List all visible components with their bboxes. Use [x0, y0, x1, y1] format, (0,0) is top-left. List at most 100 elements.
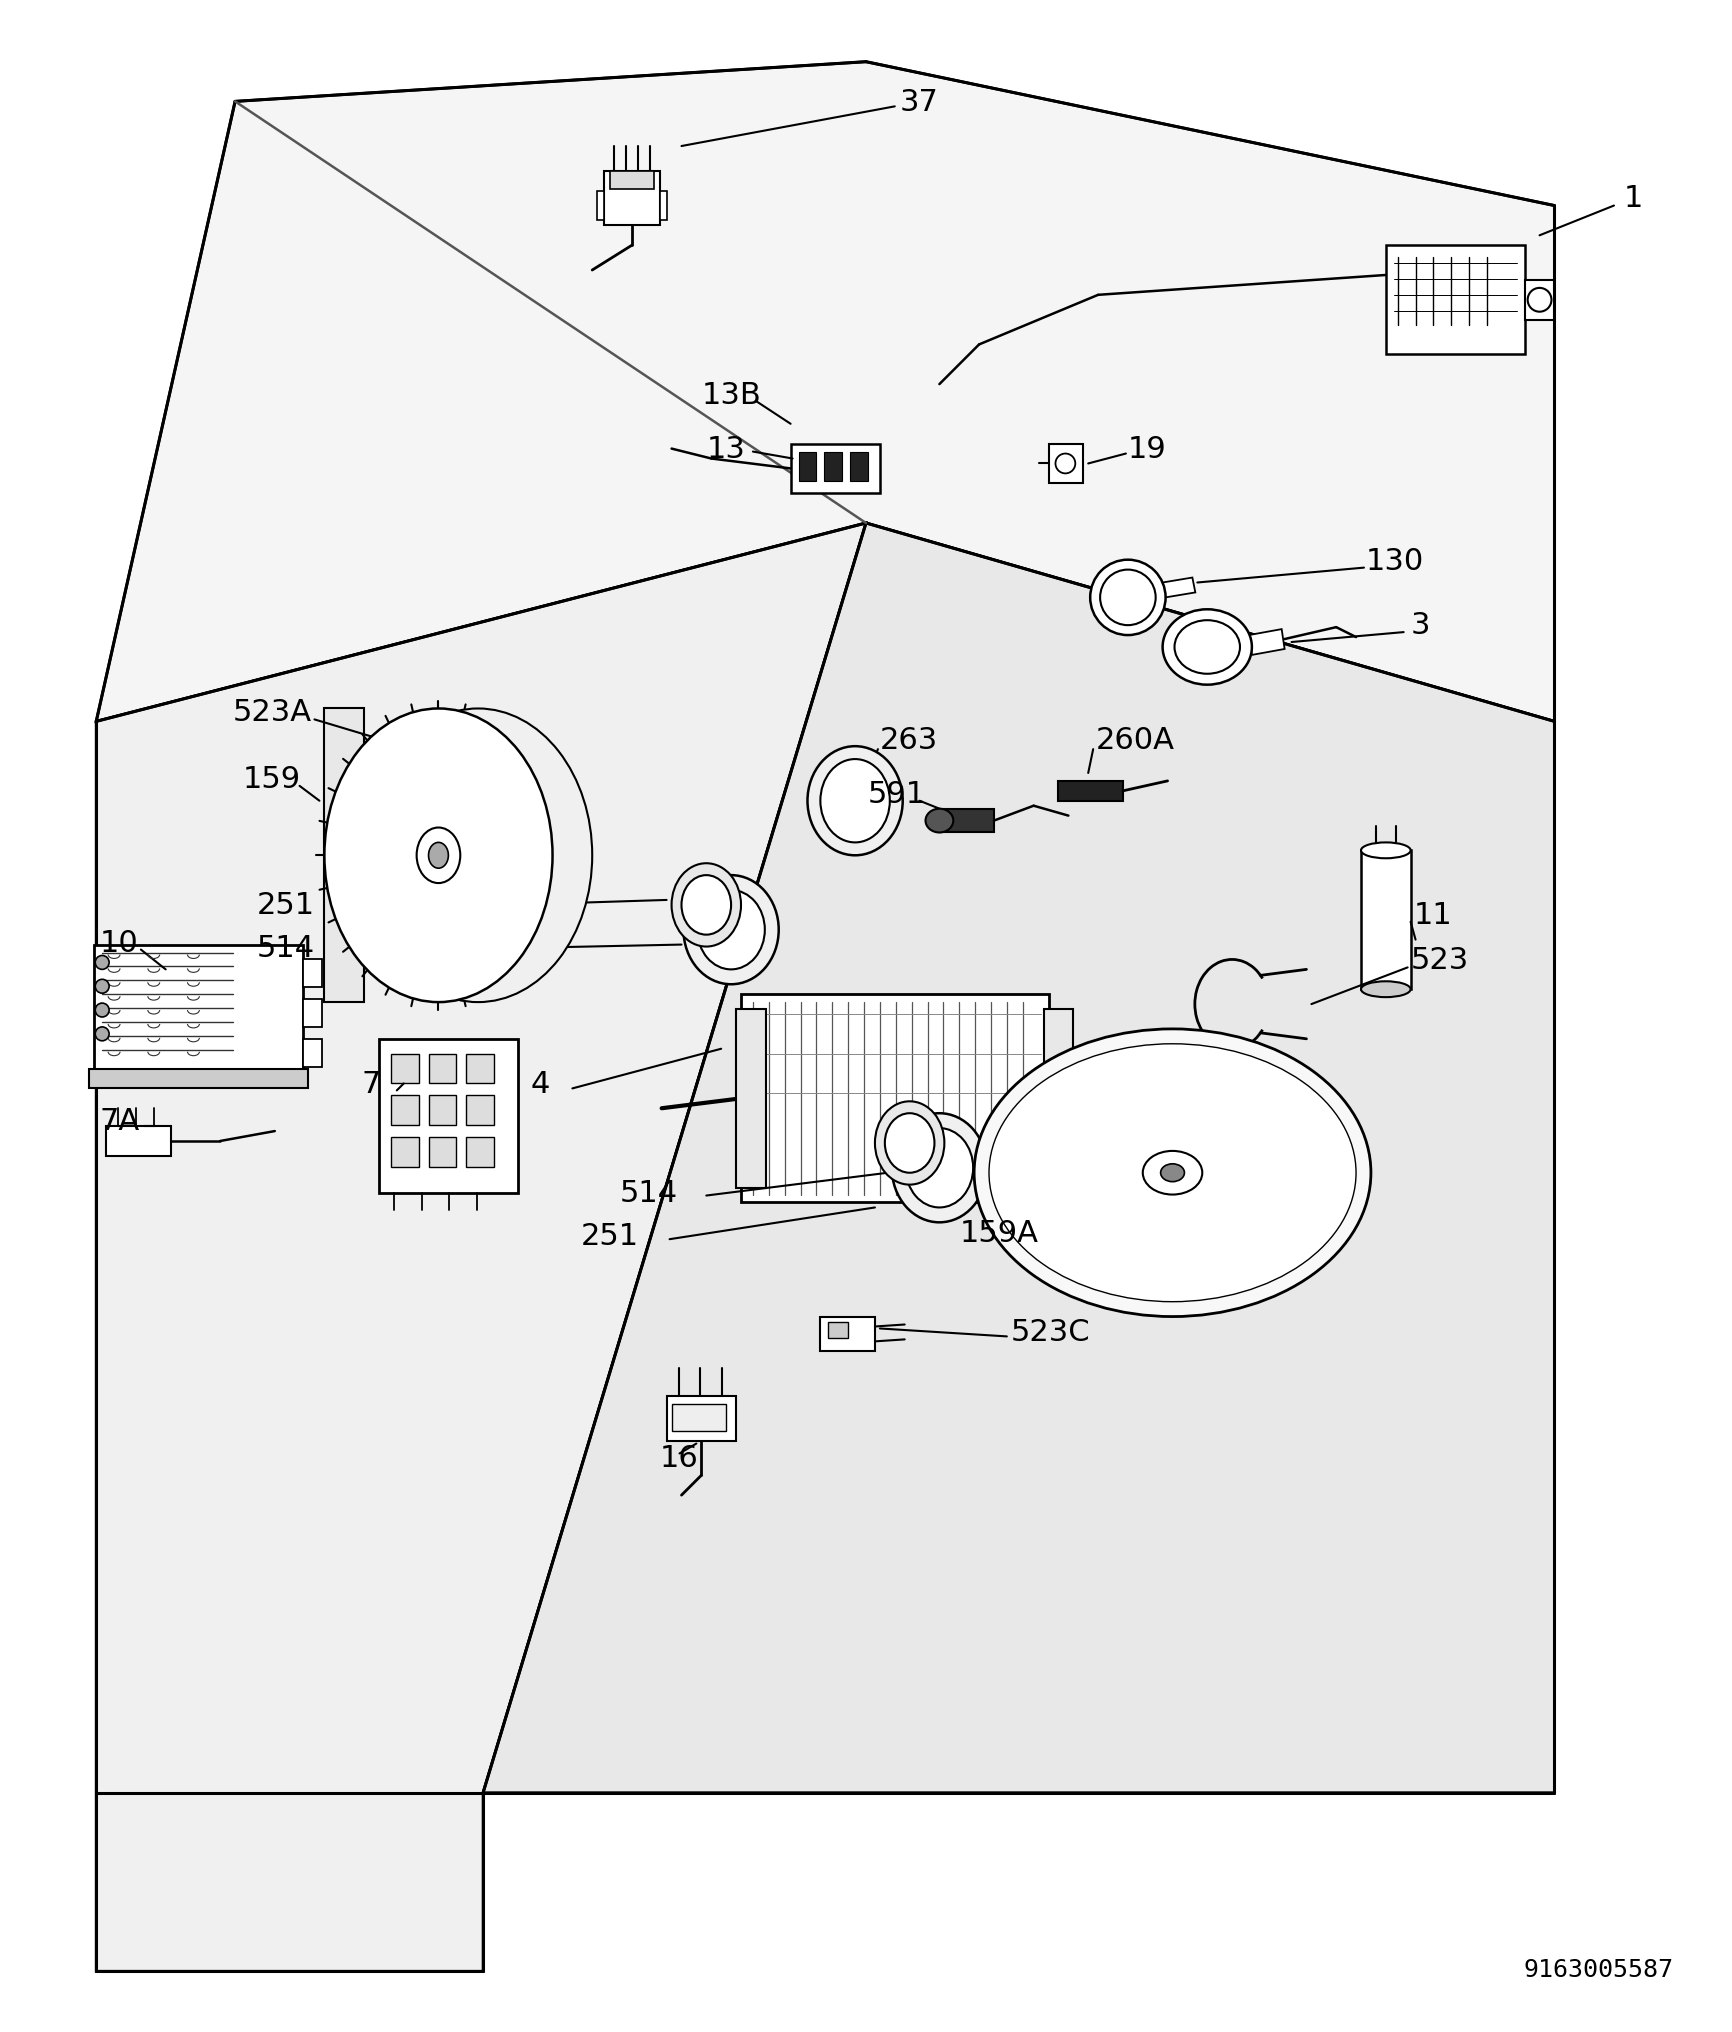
- Polygon shape: [1162, 579, 1195, 597]
- Text: 159: 159: [242, 764, 301, 795]
- Ellipse shape: [1528, 289, 1550, 313]
- Ellipse shape: [1055, 455, 1074, 473]
- Polygon shape: [1043, 1010, 1072, 1189]
- Ellipse shape: [1174, 622, 1240, 675]
- Ellipse shape: [428, 843, 449, 870]
- Bar: [466, 1138, 494, 1166]
- Polygon shape: [672, 1404, 726, 1431]
- Polygon shape: [379, 1038, 518, 1193]
- Text: 514: 514: [620, 1179, 677, 1207]
- Ellipse shape: [1100, 571, 1155, 626]
- Ellipse shape: [1360, 843, 1410, 860]
- Text: 16: 16: [660, 1443, 698, 1473]
- Ellipse shape: [973, 1030, 1370, 1317]
- Polygon shape: [939, 809, 994, 833]
- Bar: [303, 1000, 322, 1028]
- Ellipse shape: [682, 876, 778, 986]
- Ellipse shape: [95, 979, 109, 994]
- Text: 130: 130: [1365, 547, 1424, 575]
- Text: 13: 13: [707, 435, 745, 463]
- Text: 251: 251: [256, 890, 315, 920]
- Ellipse shape: [1162, 610, 1251, 685]
- Bar: [391, 1138, 419, 1166]
- Ellipse shape: [906, 1128, 973, 1207]
- Ellipse shape: [681, 876, 731, 935]
- Ellipse shape: [324, 709, 553, 1002]
- Text: 4: 4: [530, 1069, 549, 1099]
- Ellipse shape: [1141, 1152, 1202, 1195]
- Polygon shape: [324, 709, 364, 1002]
- Bar: [466, 1055, 494, 1083]
- Polygon shape: [604, 173, 660, 226]
- Bar: [1048, 445, 1082, 484]
- Text: 523C: 523C: [1010, 1317, 1089, 1347]
- Polygon shape: [1058, 782, 1122, 801]
- Ellipse shape: [875, 1101, 944, 1185]
- Text: 523: 523: [1410, 945, 1469, 975]
- Ellipse shape: [95, 1004, 109, 1018]
- Text: 514: 514: [256, 933, 315, 963]
- Ellipse shape: [807, 748, 902, 855]
- Bar: [850, 453, 868, 482]
- Polygon shape: [828, 1323, 847, 1339]
- Bar: [391, 1095, 419, 1126]
- Bar: [1386, 246, 1524, 356]
- Ellipse shape: [364, 709, 592, 1002]
- Ellipse shape: [95, 955, 109, 969]
- Ellipse shape: [1089, 561, 1166, 636]
- Ellipse shape: [819, 760, 889, 843]
- Text: 1: 1: [1623, 185, 1642, 213]
- Polygon shape: [97, 524, 866, 1971]
- Bar: [428, 1055, 456, 1083]
- Text: 263: 263: [880, 725, 937, 754]
- Ellipse shape: [892, 1114, 987, 1223]
- Polygon shape: [610, 173, 653, 189]
- Text: 11: 11: [1413, 900, 1451, 931]
- Text: 37: 37: [899, 87, 939, 116]
- Polygon shape: [1360, 851, 1410, 990]
- Bar: [667, 1396, 736, 1441]
- Text: 3: 3: [1410, 610, 1429, 640]
- Text: 9163005587: 9163005587: [1522, 1957, 1673, 1981]
- Text: 159A: 159A: [960, 1217, 1037, 1248]
- Ellipse shape: [925, 809, 953, 833]
- Polygon shape: [741, 996, 1048, 1203]
- Ellipse shape: [885, 1114, 934, 1172]
- Ellipse shape: [989, 1044, 1354, 1303]
- Polygon shape: [483, 524, 1554, 1792]
- Polygon shape: [1249, 630, 1283, 656]
- Bar: [428, 1138, 456, 1166]
- Bar: [466, 1095, 494, 1126]
- Bar: [428, 1095, 456, 1126]
- Text: 10: 10: [99, 929, 139, 957]
- Text: 19: 19: [1128, 435, 1166, 463]
- Bar: [303, 1038, 322, 1067]
- Bar: [391, 1055, 419, 1083]
- Bar: [106, 1126, 170, 1156]
- Text: 7A: 7A: [99, 1105, 139, 1136]
- Polygon shape: [660, 191, 667, 221]
- Text: 7: 7: [360, 1069, 381, 1099]
- Bar: [819, 1317, 875, 1351]
- Ellipse shape: [1360, 981, 1410, 998]
- Polygon shape: [736, 1010, 766, 1189]
- Bar: [824, 453, 842, 482]
- Text: 13B: 13B: [701, 380, 760, 408]
- Bar: [790, 445, 880, 494]
- Ellipse shape: [95, 1028, 109, 1040]
- Ellipse shape: [416, 829, 461, 884]
- Ellipse shape: [1160, 1164, 1183, 1183]
- Polygon shape: [97, 63, 1554, 721]
- Text: 523A: 523A: [234, 697, 312, 727]
- Text: 251: 251: [580, 1221, 637, 1250]
- Bar: [1524, 280, 1554, 321]
- Polygon shape: [598, 191, 604, 221]
- Ellipse shape: [696, 890, 764, 969]
- Bar: [798, 453, 816, 482]
- Bar: [303, 959, 322, 988]
- Polygon shape: [94, 945, 303, 1069]
- Ellipse shape: [672, 864, 741, 947]
- Polygon shape: [90, 1069, 307, 1089]
- Text: 591: 591: [868, 780, 925, 809]
- Text: 260A: 260A: [1096, 725, 1174, 754]
